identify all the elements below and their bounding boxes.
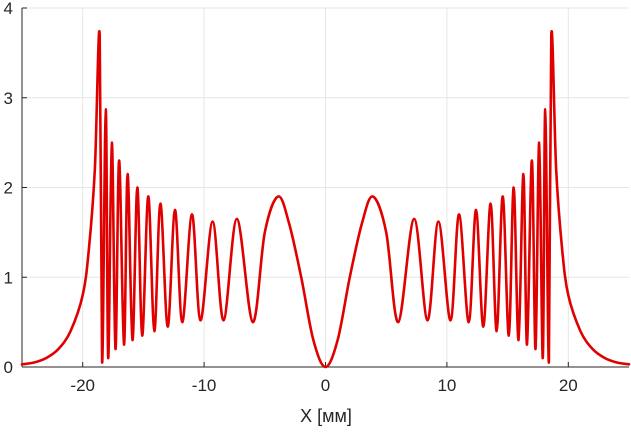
x-tick-label: 0 xyxy=(321,376,330,395)
series-layer xyxy=(20,30,631,369)
x-tick-label: 20 xyxy=(559,376,578,395)
y-tick-label: 0 xyxy=(4,358,13,377)
y-tick-label: 1 xyxy=(4,268,13,287)
x-tick-label: -10 xyxy=(192,376,217,395)
series-line xyxy=(20,30,631,369)
x-axis-label: X [мм] xyxy=(300,406,352,426)
tick-labels: -20 -10 0 10 20 0 1 2 3 4 xyxy=(4,0,578,395)
x-tick-label: -20 xyxy=(70,376,95,395)
y-tick-label: 3 xyxy=(4,89,13,108)
y-tick-label: 2 xyxy=(4,179,13,198)
x-tick-label: 10 xyxy=(437,376,456,395)
y-tick-label: 4 xyxy=(4,0,13,18)
